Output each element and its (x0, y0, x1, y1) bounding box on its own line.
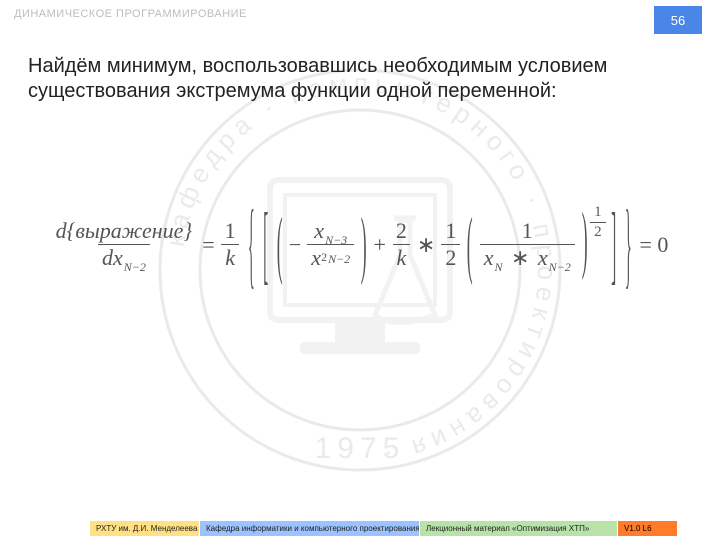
eq-rhs: = 0 (640, 232, 669, 258)
footer-cell-version: V1.0 L6 (618, 521, 678, 536)
eq-star-1: ∗ (417, 232, 435, 258)
body-paragraph: Найдём минимум, воспользовавшись необход… (28, 54, 692, 104)
eq-term1-num: xN−3 (310, 220, 351, 244)
eq-outer-exp-den: 2 (590, 222, 606, 240)
eq-inner-num: 1 (518, 220, 537, 244)
footer-bar: РХТУ им. Д.И. Менделеева Кафедра информа… (0, 521, 720, 536)
eq-bracket-open: [ (263, 193, 268, 297)
eq-inner-den: xN ∗ xN−2 (480, 244, 575, 269)
footer-cell-department: Кафедра информатики и компьютерного прое… (200, 521, 420, 536)
eq-inner-den-b-sub: N−2 (548, 260, 571, 274)
page-number-badge: 56 (654, 6, 702, 34)
eq-outer-exp-num: 1 (590, 205, 606, 222)
eq-paren2-close: ) (582, 196, 588, 284)
page-number: 56 (671, 13, 685, 28)
eq-brace-close: } (625, 187, 632, 301)
eq-lhs-den-var: dx (102, 245, 123, 270)
footer-cell-course: Лекционный материал «Оптимизация ХТП» (420, 521, 618, 536)
eq-k1-num: 1 (221, 220, 240, 244)
eq-lhs-fraction: d{выражение} dxN−2 (52, 220, 197, 269)
header-topic-label: ДИНАМИЧЕСКОЕ ПРОГРАММИРОВАНИЕ (14, 8, 247, 20)
eq-outer-exponent: 1 2 (590, 205, 606, 240)
eq-minus: − (289, 232, 301, 258)
eq-two-over-k: 2 k (392, 220, 411, 269)
footer-cell-university: РХТУ им. Д.И. Менделеева (90, 521, 200, 536)
eq-paren2-open: ( (467, 200, 473, 288)
eq-paren1-open: ( (276, 200, 282, 288)
eq-term1-den-var: x (311, 247, 321, 269)
eq-brace-open: { (248, 187, 255, 301)
eq-one-over-k: 1 k (221, 220, 240, 269)
eq-bracket-close: ] (611, 193, 616, 297)
eq-k2-den: k (393, 244, 411, 269)
eq-inner-den-a-sub: N (493, 260, 502, 274)
eq-term1-num-sub: N−3 (324, 233, 347, 247)
eq-term1-num-var: x (314, 218, 324, 243)
eq-lhs-den: dxN−2 (98, 244, 150, 269)
eq-half-num: 1 (441, 220, 460, 244)
eq-star-2: ∗ (508, 245, 532, 270)
eq-term1-den: x2N−2 (307, 244, 354, 269)
eq-inner-den-a-var: x (484, 245, 494, 270)
eq-term1-fraction: xN−3 x2N−2 (307, 220, 354, 269)
eq-half: 1 2 (441, 220, 460, 269)
equation-block: d{выражение} dxN−2 = 1 k { [ ( − xN−3 x2… (0, 220, 720, 269)
eq-k2-num: 2 (392, 220, 411, 244)
eq-paren1-close: ) (361, 200, 367, 288)
eq-k1-den: k (221, 244, 239, 269)
eq-plus: + (374, 232, 386, 258)
eq-inner-fraction: 1 xN ∗ xN−2 (480, 220, 575, 269)
eq-equals-1: = (202, 232, 214, 258)
watermark-year: 1975 (315, 432, 406, 465)
eq-lhs-num: d{выражение} (52, 220, 197, 244)
eq-term1-den-sub: N−2 (327, 253, 350, 265)
eq-inner-den-b-var: x (538, 245, 548, 270)
eq-half-den: 2 (441, 244, 460, 269)
eq-lhs-den-sub: N−2 (123, 260, 146, 274)
